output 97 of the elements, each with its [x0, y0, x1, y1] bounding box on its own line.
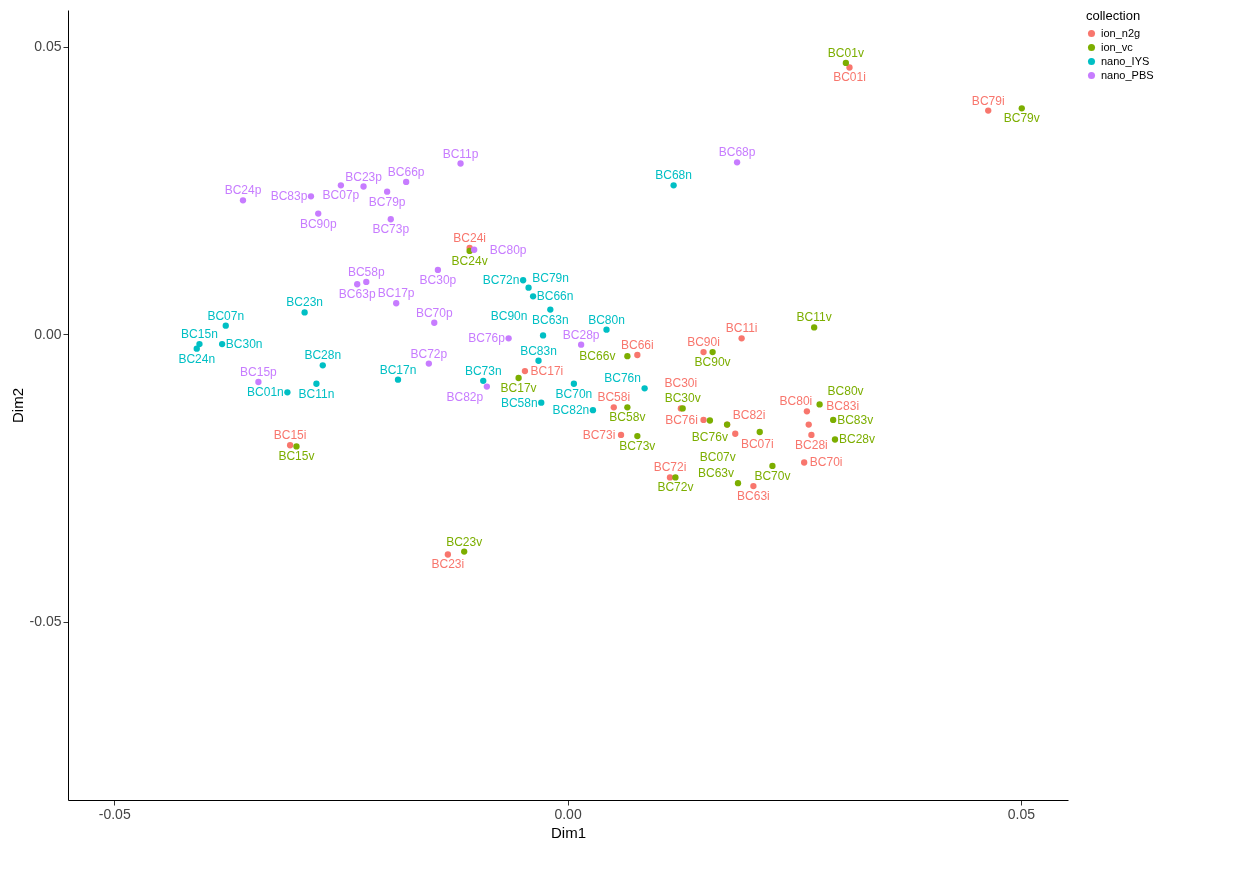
data-label: BC76p — [468, 331, 506, 346]
data-label: BC11i — [725, 321, 758, 336]
y-tick-label: 0.00 — [34, 325, 62, 342]
data-label: BC66p — [387, 164, 425, 179]
data-label: BC28v — [838, 432, 876, 447]
data-label: BC30i — [664, 376, 698, 391]
data-label: BC23n — [286, 295, 323, 310]
data-label: BC72p — [410, 346, 448, 361]
data-label: BC58n — [500, 395, 538, 410]
data-label: BC15v — [278, 449, 315, 464]
data-label: BC15i — [273, 428, 307, 443]
data-label: BC73v — [619, 439, 656, 454]
data-label: BC90n — [490, 309, 528, 324]
data-label: BC63i — [737, 489, 770, 504]
data-label: BC80p — [489, 242, 527, 257]
data-label: BC28p — [562, 327, 600, 342]
data-label: BC01n — [247, 385, 284, 400]
data-label: BC83n — [520, 343, 557, 358]
data-label: BC66v — [579, 349, 616, 364]
data-label: BC24n — [178, 351, 216, 366]
data-label: BC24p — [224, 183, 262, 198]
data-label: BC17n — [379, 362, 417, 377]
data-label: BC80v — [827, 384, 864, 399]
data-label: BC90v — [694, 355, 731, 370]
x-tick-label: 0.00 — [554, 805, 582, 822]
data-label: BC73i — [582, 427, 616, 442]
data-label: BC76n — [604, 371, 641, 386]
data-label: BC28i — [795, 437, 828, 452]
data-label: BC70v — [754, 468, 791, 483]
data-label: BC58p — [347, 264, 385, 279]
data-label: BC76i — [665, 412, 698, 427]
data-label: BC72n — [482, 273, 520, 288]
data-label: BC68n — [655, 168, 692, 183]
data-label: BC79v — [1003, 111, 1040, 126]
data-label: BC24v — [451, 253, 488, 268]
data-label: BC82i — [732, 407, 766, 422]
data-label: BC83i — [826, 398, 860, 413]
data-label: BC11v — [796, 310, 832, 325]
data-label: BC66n — [536, 289, 574, 304]
data-label: BC63v — [697, 466, 735, 481]
data-label: BC15p — [240, 365, 278, 379]
data-label: BC83v — [837, 412, 874, 427]
data-label: BC70n — [555, 386, 593, 401]
data-label: BC70p — [415, 305, 453, 320]
data-label: BC79i — [971, 93, 1005, 108]
legend-title: collection — [1086, 8, 1141, 23]
data-label: BC83p — [270, 189, 308, 204]
legend-label: nano_PBS — [1101, 68, 1154, 81]
data-label: BC30n — [225, 337, 263, 352]
data-label: BC66i — [621, 337, 654, 352]
data-label: BC80i — [779, 394, 813, 409]
legend-label: ion_vc — [1101, 40, 1134, 53]
data-label: BC68p — [718, 145, 756, 160]
data-label: BC17p — [377, 286, 415, 301]
data-label: BC82p — [446, 389, 484, 404]
data-label: BC07i — [740, 436, 774, 451]
x-tick-label: -0.05 — [98, 805, 131, 822]
data-label: BC17i — [530, 364, 564, 379]
data-label: BC79p — [368, 194, 406, 209]
data-label: BC70i — [809, 455, 843, 470]
data-label: BC72v — [657, 480, 694, 495]
data-label: BC30v — [664, 391, 701, 406]
data-label: BC30p — [419, 272, 457, 287]
data-label: BC17v — [500, 380, 537, 395]
data-label: BC07v — [699, 450, 736, 465]
data-label: BC73n — [464, 363, 502, 378]
data-label: BC82n — [552, 403, 590, 418]
data-label: BC63p — [338, 287, 376, 302]
data-label: BC24i — [453, 231, 486, 246]
legend-label: ion_n2g — [1101, 26, 1141, 39]
data-label: BC58i — [597, 390, 631, 405]
data-label: BC90p — [299, 216, 337, 231]
x-tick-label: 0.05 — [1007, 805, 1036, 822]
data-label: BC11p — [442, 146, 479, 161]
legend-label: nano_IYS — [1101, 54, 1150, 67]
data-label: BC07p — [322, 188, 360, 203]
data-label: BC90i — [687, 335, 720, 350]
y-axis-title: Dim2 — [8, 387, 26, 424]
data-label: BC63n — [531, 312, 569, 327]
x-axis-title: Dim1 — [550, 823, 587, 841]
data-label: BC58v — [609, 410, 646, 425]
data-label: BC23v — [446, 534, 483, 549]
data-label: BC72i — [653, 460, 687, 475]
data-label: BC15n — [181, 327, 218, 342]
data-label: BC76v — [691, 429, 728, 444]
data-label: BC07n — [207, 308, 245, 323]
y-tick-label: 0.05 — [34, 38, 62, 55]
data-label: BC01v — [827, 45, 864, 60]
data-label: BC28n — [304, 348, 342, 363]
data-label: BC01i — [833, 70, 866, 85]
data-label: BC80n — [588, 312, 625, 327]
data-label: BC79n — [532, 270, 569, 285]
data-label: BC23p — [345, 169, 383, 184]
y-tick-label: -0.05 — [29, 613, 62, 630]
data-label: BC23i — [431, 557, 465, 572]
data-label: BC11n — [298, 386, 335, 401]
data-label: BC73p — [372, 222, 410, 237]
